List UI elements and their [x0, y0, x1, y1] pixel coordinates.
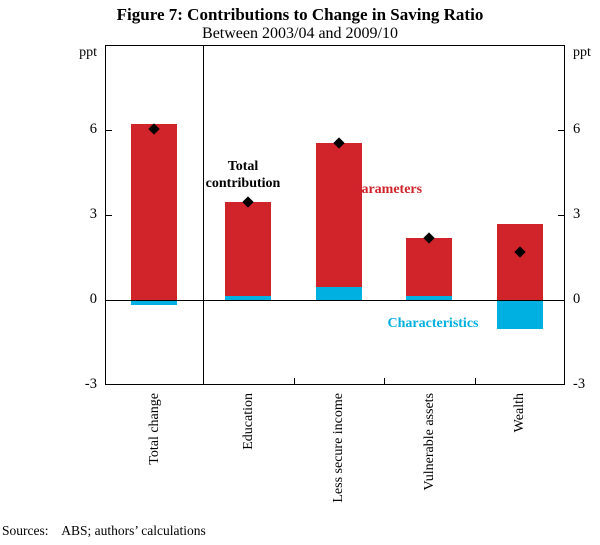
x-axis-label: Wealth: [512, 393, 528, 433]
y-tick-label-left: 6: [89, 121, 97, 137]
x-tick-mark: [474, 378, 476, 384]
source-note: Sources: ABS; authors’ calculations: [2, 523, 206, 538]
x-axis-label: Education: [240, 393, 256, 450]
y-tick-mark-right: [558, 130, 564, 131]
y-tick-label-right: 3: [573, 206, 581, 222]
bar-characteristics: [496, 301, 543, 330]
y-tick-label-left: -3: [84, 376, 97, 392]
bar-characteristics: [131, 301, 177, 306]
bar-parameters: [315, 142, 362, 288]
y-tick-mark-left: [106, 215, 112, 216]
annotation-parameters: Parameters: [352, 182, 423, 197]
y-tick-label-right: 6: [573, 121, 581, 137]
y-tick-label-right: -3: [573, 376, 586, 392]
annotation-characteristics: Characteristics: [387, 316, 479, 331]
plot-frame: [105, 45, 565, 385]
panel-divider-line: [203, 45, 204, 385]
annotation-total-contribution: Total contribution: [205, 159, 281, 192]
y-tick-label-left: 3: [89, 206, 97, 222]
bar-characteristics: [315, 287, 362, 300]
bar-parameters: [406, 237, 453, 296]
x-tick-mark: [384, 378, 385, 384]
bar-characteristics: [225, 295, 272, 300]
chart-subtitle: Between 2003/04 and 2009/10: [202, 25, 398, 42]
zero-line: [105, 300, 565, 301]
bar-parameters: [225, 202, 272, 296]
y-tick-label-left: 0: [89, 291, 97, 307]
chart-title: Figure 7: Contributions to Change in Sav…: [116, 5, 484, 24]
bar-parameters: [496, 223, 543, 300]
y-tick-mark-left: [106, 130, 112, 131]
bar-parameters: [131, 124, 177, 300]
left-axis-unit-label: ppt: [79, 45, 97, 60]
x-axis-label: Less secure income: [331, 393, 347, 503]
y-tick-label-right: 0: [573, 291, 581, 307]
x-tick-mark: [293, 378, 295, 384]
right-axis-unit-label: ppt: [573, 45, 591, 60]
bar-characteristics: [406, 295, 453, 300]
y-tick-mark-right: [558, 215, 564, 216]
x-axis-label: Total change: [146, 393, 162, 465]
x-axis-label: Vulnerable assets: [421, 393, 437, 491]
